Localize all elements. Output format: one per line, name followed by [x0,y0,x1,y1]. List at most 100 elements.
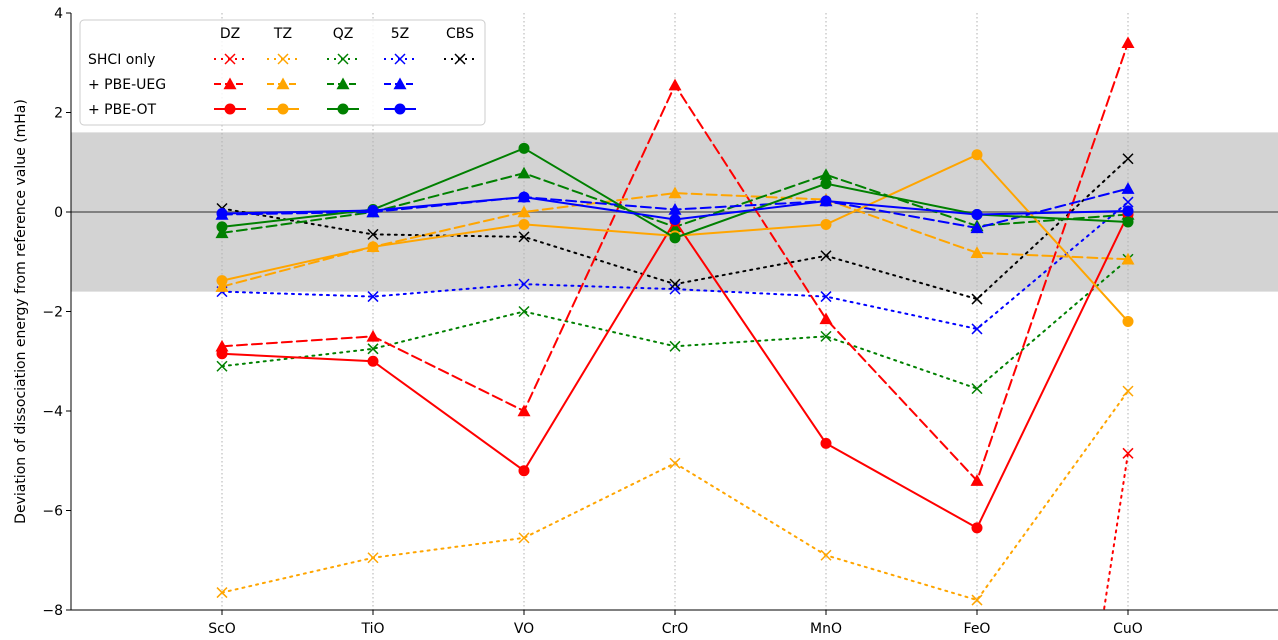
data-point [820,195,832,207]
marker-stroke [337,53,349,65]
x-tick-label: CrO [662,621,689,636]
data-point [1122,216,1134,228]
marker-stroke [971,594,983,606]
data-point [518,465,530,477]
data-point [518,305,530,318]
data-point [1122,315,1134,327]
legend-marker [277,53,289,65]
legend-entry [384,53,416,65]
data-point [1121,252,1135,265]
marker-stroke [518,532,530,544]
marker-stroke [216,587,228,599]
x-tick-label: TiO [360,621,384,636]
marker-stroke [820,250,832,262]
data-point [970,474,984,486]
legend-entry [327,77,359,90]
marker-stroke [216,360,228,372]
marker-stroke [1122,196,1134,208]
y-tick-label: −8 [42,603,63,619]
series-line [1102,452,1129,610]
data-point [971,293,983,305]
marker-stroke [367,343,379,355]
legend-entry [267,53,299,65]
x-tick-label: ScO [208,621,236,636]
legend-entry [384,103,416,115]
data-point [518,191,530,203]
y-tick-label: 0 [54,205,63,221]
data-point [1122,205,1134,217]
marker-stroke [669,283,681,295]
legend-entry [267,103,299,115]
data-point [669,457,681,469]
series-DZ-pbeueg [215,36,1135,486]
legend-marker [336,77,350,90]
data-point [970,246,984,258]
data-point [518,231,530,243]
data-point [971,522,983,534]
marker-stroke [669,278,681,290]
legend-column-header: QZ [333,26,354,42]
legend-row-label: SHCI only [88,52,155,68]
data-point [518,532,530,544]
marker-stroke [277,53,289,65]
data-point [1122,196,1134,208]
data-point [518,218,530,230]
legend-entry [214,77,246,90]
marker-stroke [518,231,530,243]
data-point [669,283,681,295]
data-point [669,278,681,290]
marker-stroke [971,383,983,395]
legend-row-label: + PBE-OT [88,102,157,118]
marker-stroke [394,53,406,65]
legend-marker [337,103,349,115]
data-point [820,330,832,342]
series-TZ-shcionly [216,385,1134,606]
y-tick-label: −6 [42,504,63,520]
marker-stroke [367,291,379,303]
data-point [668,203,682,215]
data-point [216,360,228,372]
data-point [820,291,832,303]
y-tick-label: −2 [42,305,63,321]
legend-marker [276,77,290,90]
data-point [366,329,380,342]
data-point [367,291,379,303]
data-point [367,241,379,253]
data-point [820,549,832,561]
legend-marker [224,53,236,65]
data-point [1122,447,1134,459]
legend-column-header: DZ [220,26,240,42]
data-point [518,142,530,154]
legend-marker [224,103,236,115]
legend-column-header: TZ [273,26,292,42]
data-point [820,218,832,230]
marker-stroke [367,228,379,240]
data-point [971,323,983,335]
data-point [216,587,228,599]
data-point [517,205,531,218]
data-point [216,207,228,219]
data-point [820,437,832,449]
data-point [367,205,379,217]
data-point [971,149,983,161]
marker-stroke [1122,153,1134,165]
data-point [517,166,531,179]
y-tick-label: 2 [54,106,63,122]
series-CBS-shcionly [216,153,1134,305]
data-point [1121,182,1135,194]
data-point [668,186,682,199]
data-point [971,594,983,606]
data-point [518,278,530,290]
y-tick-label: −4 [42,404,63,420]
y-axis-label: Deviation of dissociation energy from re… [13,99,29,524]
legend-entry [327,53,359,65]
legend-box [79,19,486,126]
data-point [216,348,228,360]
data-point [669,232,681,244]
marker-stroke [669,457,681,469]
x-tick-label: CuO [1113,621,1143,636]
series-DZ-shcionly [1102,447,1134,610]
data-point [669,213,681,225]
legend-entry [267,77,299,90]
